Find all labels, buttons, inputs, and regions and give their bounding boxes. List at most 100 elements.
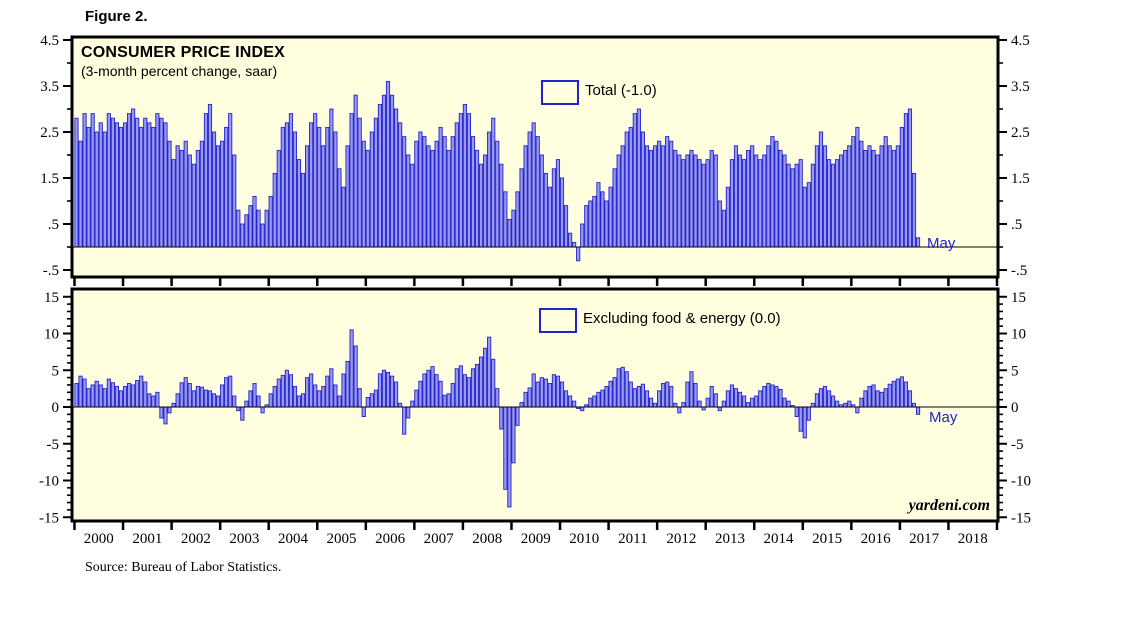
- bar: [814, 393, 819, 408]
- bar: [746, 402, 751, 408]
- x-axis-year-label: 2008: [472, 531, 502, 547]
- bar: [288, 113, 293, 248]
- bar: [810, 402, 815, 408]
- legend-swatch-excluding: [539, 308, 577, 333]
- bar: [899, 376, 904, 408]
- bar: [365, 149, 370, 248]
- legend-swatch-total: [541, 80, 579, 105]
- bar: [596, 182, 601, 248]
- bar: [681, 159, 686, 248]
- bar: [580, 406, 585, 412]
- bar: [341, 186, 346, 248]
- bar: [296, 395, 302, 408]
- bar: [729, 159, 735, 248]
- bar: [406, 406, 411, 419]
- y-axis-label-right: 10: [1011, 327, 1026, 343]
- bar: [159, 117, 164, 248]
- bar: [442, 394, 447, 408]
- bar: [418, 131, 423, 248]
- bar: [256, 395, 261, 408]
- bar: [519, 168, 524, 248]
- bar: [381, 94, 387, 248]
- bar: [539, 377, 544, 408]
- bar: [515, 191, 520, 248]
- panel-frame: [70, 287, 1000, 523]
- bar: [636, 385, 641, 408]
- bar: [604, 200, 609, 248]
- bar: [430, 366, 435, 408]
- bar: [349, 113, 354, 248]
- bar: [216, 145, 221, 248]
- bar: [515, 406, 520, 426]
- bar: [179, 382, 184, 408]
- bar: [879, 391, 884, 408]
- bar: [82, 378, 87, 408]
- bar: [207, 390, 213, 408]
- bar: [284, 369, 289, 408]
- bar: [179, 149, 184, 248]
- bar: [818, 131, 824, 248]
- bar: [843, 402, 848, 408]
- bar: [102, 388, 107, 408]
- bar: [438, 126, 443, 248]
- bar: [790, 168, 795, 248]
- bar: [855, 406, 860, 414]
- latest-month-annotation-bottom: May: [929, 409, 958, 426]
- bar: [155, 391, 160, 408]
- bar: [766, 145, 771, 248]
- bar: [94, 131, 99, 248]
- bar: [357, 388, 362, 408]
- x-axis-year-label: 2000: [84, 531, 114, 547]
- bar: [822, 145, 828, 248]
- x-axis-year-label: 2013: [715, 531, 745, 547]
- bar: [887, 383, 892, 408]
- bar: [491, 358, 496, 408]
- bar: [568, 232, 573, 248]
- bar: [216, 395, 221, 408]
- bar: [325, 375, 330, 408]
- bar: [883, 388, 888, 408]
- bar: [232, 395, 237, 408]
- bar: [373, 117, 378, 248]
- bar: [657, 140, 662, 248]
- bar: [288, 374, 293, 408]
- bar: [774, 140, 779, 248]
- bar: [689, 149, 694, 248]
- bar: [786, 400, 791, 408]
- bar: [782, 154, 787, 248]
- bar: [665, 136, 670, 248]
- bar: [770, 384, 775, 408]
- bar: [750, 145, 755, 248]
- bar: [600, 389, 605, 408]
- bar: [693, 383, 698, 408]
- bar: [430, 149, 435, 248]
- bar: [337, 168, 342, 248]
- bar: [487, 336, 492, 408]
- bar: [252, 383, 257, 408]
- bar: [276, 149, 281, 248]
- bar: [895, 378, 900, 408]
- bar: [414, 389, 419, 408]
- bar: [442, 136, 447, 248]
- bar: [495, 140, 500, 248]
- y-axis-label-left: -10: [39, 474, 59, 490]
- bar: [523, 391, 528, 408]
- bar: [875, 154, 880, 248]
- bar: [337, 395, 342, 408]
- bar: [717, 406, 722, 412]
- y-axis-label-left: 10: [44, 327, 59, 343]
- bar: [434, 374, 439, 408]
- bar: [82, 113, 87, 248]
- source-attribution: Source: Bureau of Labor Statistics.: [85, 560, 282, 575]
- bar: [106, 113, 111, 248]
- bar: [385, 372, 391, 408]
- bar: [74, 383, 79, 408]
- bar: [543, 378, 548, 408]
- bar: [147, 122, 152, 248]
- bar: [826, 159, 832, 248]
- bar: [883, 136, 888, 248]
- x-axis-year-label: 2011: [618, 531, 647, 547]
- bar: [313, 384, 318, 408]
- bar: [483, 154, 488, 248]
- bar: [721, 400, 726, 408]
